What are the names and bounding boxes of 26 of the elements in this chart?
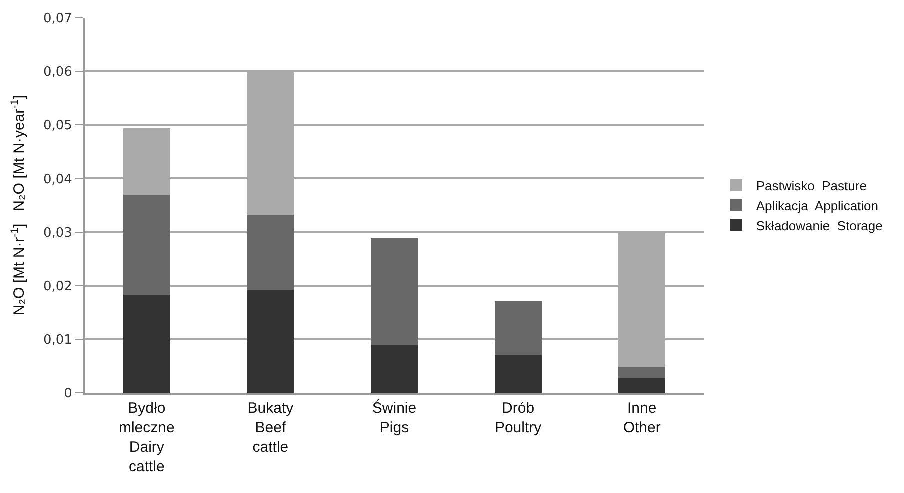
bar bbox=[618, 366, 666, 378]
bar bbox=[247, 290, 294, 393]
legend-label: Pastwisko Pasture bbox=[756, 178, 867, 194]
x-tick-label: Bydło mleczne Dairy cattle bbox=[118, 400, 175, 476]
bar bbox=[370, 344, 418, 393]
x-tick-label: Bukaty Beef cattle bbox=[248, 400, 294, 456]
bar bbox=[123, 194, 170, 295]
bar bbox=[494, 356, 542, 393]
y-tick-label: 0,07 bbox=[43, 12, 72, 27]
bar bbox=[618, 378, 666, 393]
y-tick-label: 0,02 bbox=[43, 279, 72, 294]
y-tick-label: 0,06 bbox=[43, 65, 72, 80]
legend-label: Składowanie Storage bbox=[756, 218, 883, 234]
y-tick-label: 0,05 bbox=[43, 118, 72, 134]
y-tick-label: 0,01 bbox=[43, 332, 72, 348]
x-tick-label: Drób Poultry bbox=[494, 400, 542, 436]
x-tick-label: Inne Other bbox=[623, 400, 661, 436]
bar bbox=[247, 215, 294, 291]
y-tick-label: 0 bbox=[64, 386, 72, 402]
bar bbox=[370, 238, 418, 345]
y-tick-label: 0,04 bbox=[43, 172, 72, 188]
bar bbox=[123, 294, 170, 393]
y-tick-label: 0,03 bbox=[43, 226, 72, 241]
bar bbox=[494, 301, 542, 356]
x-tick-label: Świnie Pigs bbox=[372, 399, 417, 436]
legend-label: Aplikacja Application bbox=[756, 198, 879, 214]
